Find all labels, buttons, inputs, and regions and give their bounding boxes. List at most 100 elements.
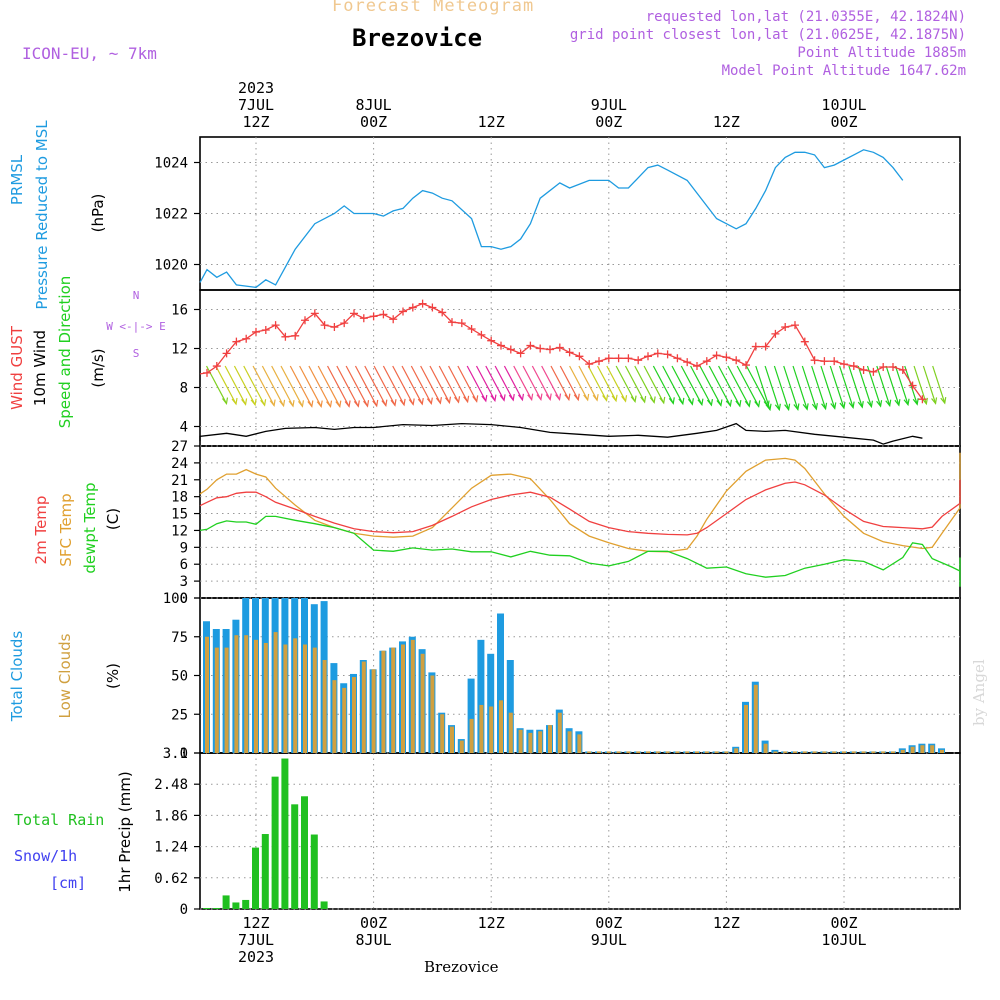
- low-cloud-bar: [881, 751, 886, 753]
- gust-marker: [487, 336, 496, 345]
- wind-arrow: [652, 365, 674, 404]
- wind-arrow-head: [363, 400, 370, 408]
- wind-arrow: [839, 365, 854, 408]
- y-tick-label-precip: 0.62: [154, 871, 188, 887]
- wind-arrow: [448, 365, 469, 403]
- gust-marker: [879, 363, 888, 372]
- gust-marker: [252, 327, 260, 336]
- wind-arrow-head: [802, 403, 809, 411]
- low-cloud-bar: [812, 751, 817, 753]
- wind-arrow-head: [903, 398, 910, 407]
- wind-arrow-head: [839, 401, 846, 410]
- wind-arrow-head: [931, 397, 938, 405]
- wind-arrow-head: [912, 398, 919, 406]
- y-tick-label-temp: 21: [171, 473, 188, 489]
- product-title: Forecast Meteogram: [332, 0, 535, 16]
- wind-arrow: [866, 365, 882, 407]
- low-cloud-bar: [940, 749, 944, 753]
- wind-arrow-head: [390, 399, 397, 407]
- wind-arrow: [829, 365, 845, 409]
- gust-marker: [869, 367, 878, 376]
- gridpoint-coords: grid point closest lon,lat (21.0625E, 42…: [569, 27, 966, 43]
- top-time-label: 9JUL: [591, 96, 627, 114]
- y-tick-label-precip: 3.1: [163, 746, 188, 762]
- low-cloud-bar: [891, 751, 895, 753]
- wind-arrow-head: [640, 395, 647, 404]
- wind-arrow: [894, 365, 909, 405]
- low-cloud-bar: [273, 632, 278, 753]
- bottom-time-label: 00Z: [595, 914, 622, 932]
- wind-arrow-head: [602, 394, 609, 402]
- low-cloud-bar: [342, 687, 347, 753]
- wind-arrow-head: [744, 400, 751, 408]
- wind-arrow: [736, 365, 760, 407]
- gust-marker: [212, 362, 221, 371]
- wind-speed-line: [199, 422, 923, 445]
- wind-arrow-head: [678, 397, 685, 406]
- wind-arrow-head: [940, 396, 947, 405]
- low-cloud-bar: [263, 642, 268, 753]
- wind-arrow: [354, 365, 378, 407]
- wind-arrow: [224, 365, 247, 405]
- gust-marker: [222, 349, 231, 358]
- panel-frame-temp: [199, 445, 961, 599]
- wind-arrow-head: [344, 400, 351, 408]
- wind-arrow-head: [774, 403, 781, 412]
- low-cloud-bar: [734, 748, 739, 753]
- wind-arrow: [299, 365, 322, 407]
- panel-label-wind-1: 10m Wind: [31, 330, 49, 406]
- low-cloud-bar: [567, 731, 572, 753]
- low-cloud-bar: [832, 751, 837, 753]
- low-cloud-bar: [685, 751, 690, 753]
- y-tick-label-clouds: 75: [171, 630, 188, 646]
- wind-arrow: [541, 365, 561, 400]
- low-cloud-bar: [665, 751, 670, 753]
- gust-marker: [634, 356, 643, 365]
- wind-arrow-head: [784, 403, 791, 412]
- top-time-label: 12Z: [478, 113, 505, 131]
- wind-arrow-head: [866, 400, 874, 409]
- wind-arrow: [569, 365, 589, 401]
- low-cloud-bar: [254, 639, 258, 753]
- low-cloud-bar: [361, 661, 366, 753]
- wind-arrow-head: [481, 394, 488, 403]
- gust-marker: [379, 310, 388, 319]
- wind-arrow-head: [399, 398, 406, 407]
- wind-arrow-head: [697, 398, 704, 407]
- wind-arrow: [336, 365, 359, 407]
- low-cloud-bar: [489, 706, 494, 753]
- low-cloud-bar: [763, 743, 768, 753]
- gust-marker: [203, 368, 211, 377]
- rain-bar: [242, 899, 250, 909]
- wind-arrow: [485, 365, 505, 401]
- y-tick-label-clouds: 0: [180, 746, 188, 762]
- wind-arrow-head: [408, 398, 415, 406]
- rain-bar: [252, 847, 259, 909]
- rain-bar: [212, 907, 220, 909]
- low-cloud-bar: [410, 639, 415, 753]
- y-tick-label-pressure: 1022: [154, 207, 188, 223]
- wind-arrow: [615, 365, 636, 402]
- low-cloud-bar: [695, 751, 699, 753]
- low-cloud-bar: [401, 644, 405, 753]
- low-cloud-bar: [440, 714, 445, 753]
- low-cloud-bar: [391, 647, 396, 753]
- wind-arrow: [410, 365, 432, 404]
- gust-marker: [506, 345, 515, 354]
- point-altitude: Point Altitude 1885m: [797, 45, 966, 61]
- wind-arrow: [401, 365, 423, 405]
- low-cloud-bar: [352, 677, 356, 753]
- requested-coords: requested lon,lat (21.0355E, 42.1824N): [645, 9, 966, 25]
- low-cloud-bar: [744, 704, 748, 753]
- wind-arrow: [885, 365, 900, 406]
- top-time-label: 00Z: [360, 113, 387, 131]
- y-tick-label-wind: 4: [180, 420, 188, 436]
- wind-arrow-head: [353, 400, 360, 408]
- y-tick-label-temp: 9: [180, 540, 188, 556]
- rain-bar: [320, 901, 328, 909]
- wind-arrow-head: [381, 399, 388, 408]
- gust-marker: [644, 352, 652, 361]
- wind-arrow: [531, 365, 551, 400]
- low-cloud-bar: [538, 731, 543, 753]
- top-time-label: 8JUL: [356, 96, 392, 114]
